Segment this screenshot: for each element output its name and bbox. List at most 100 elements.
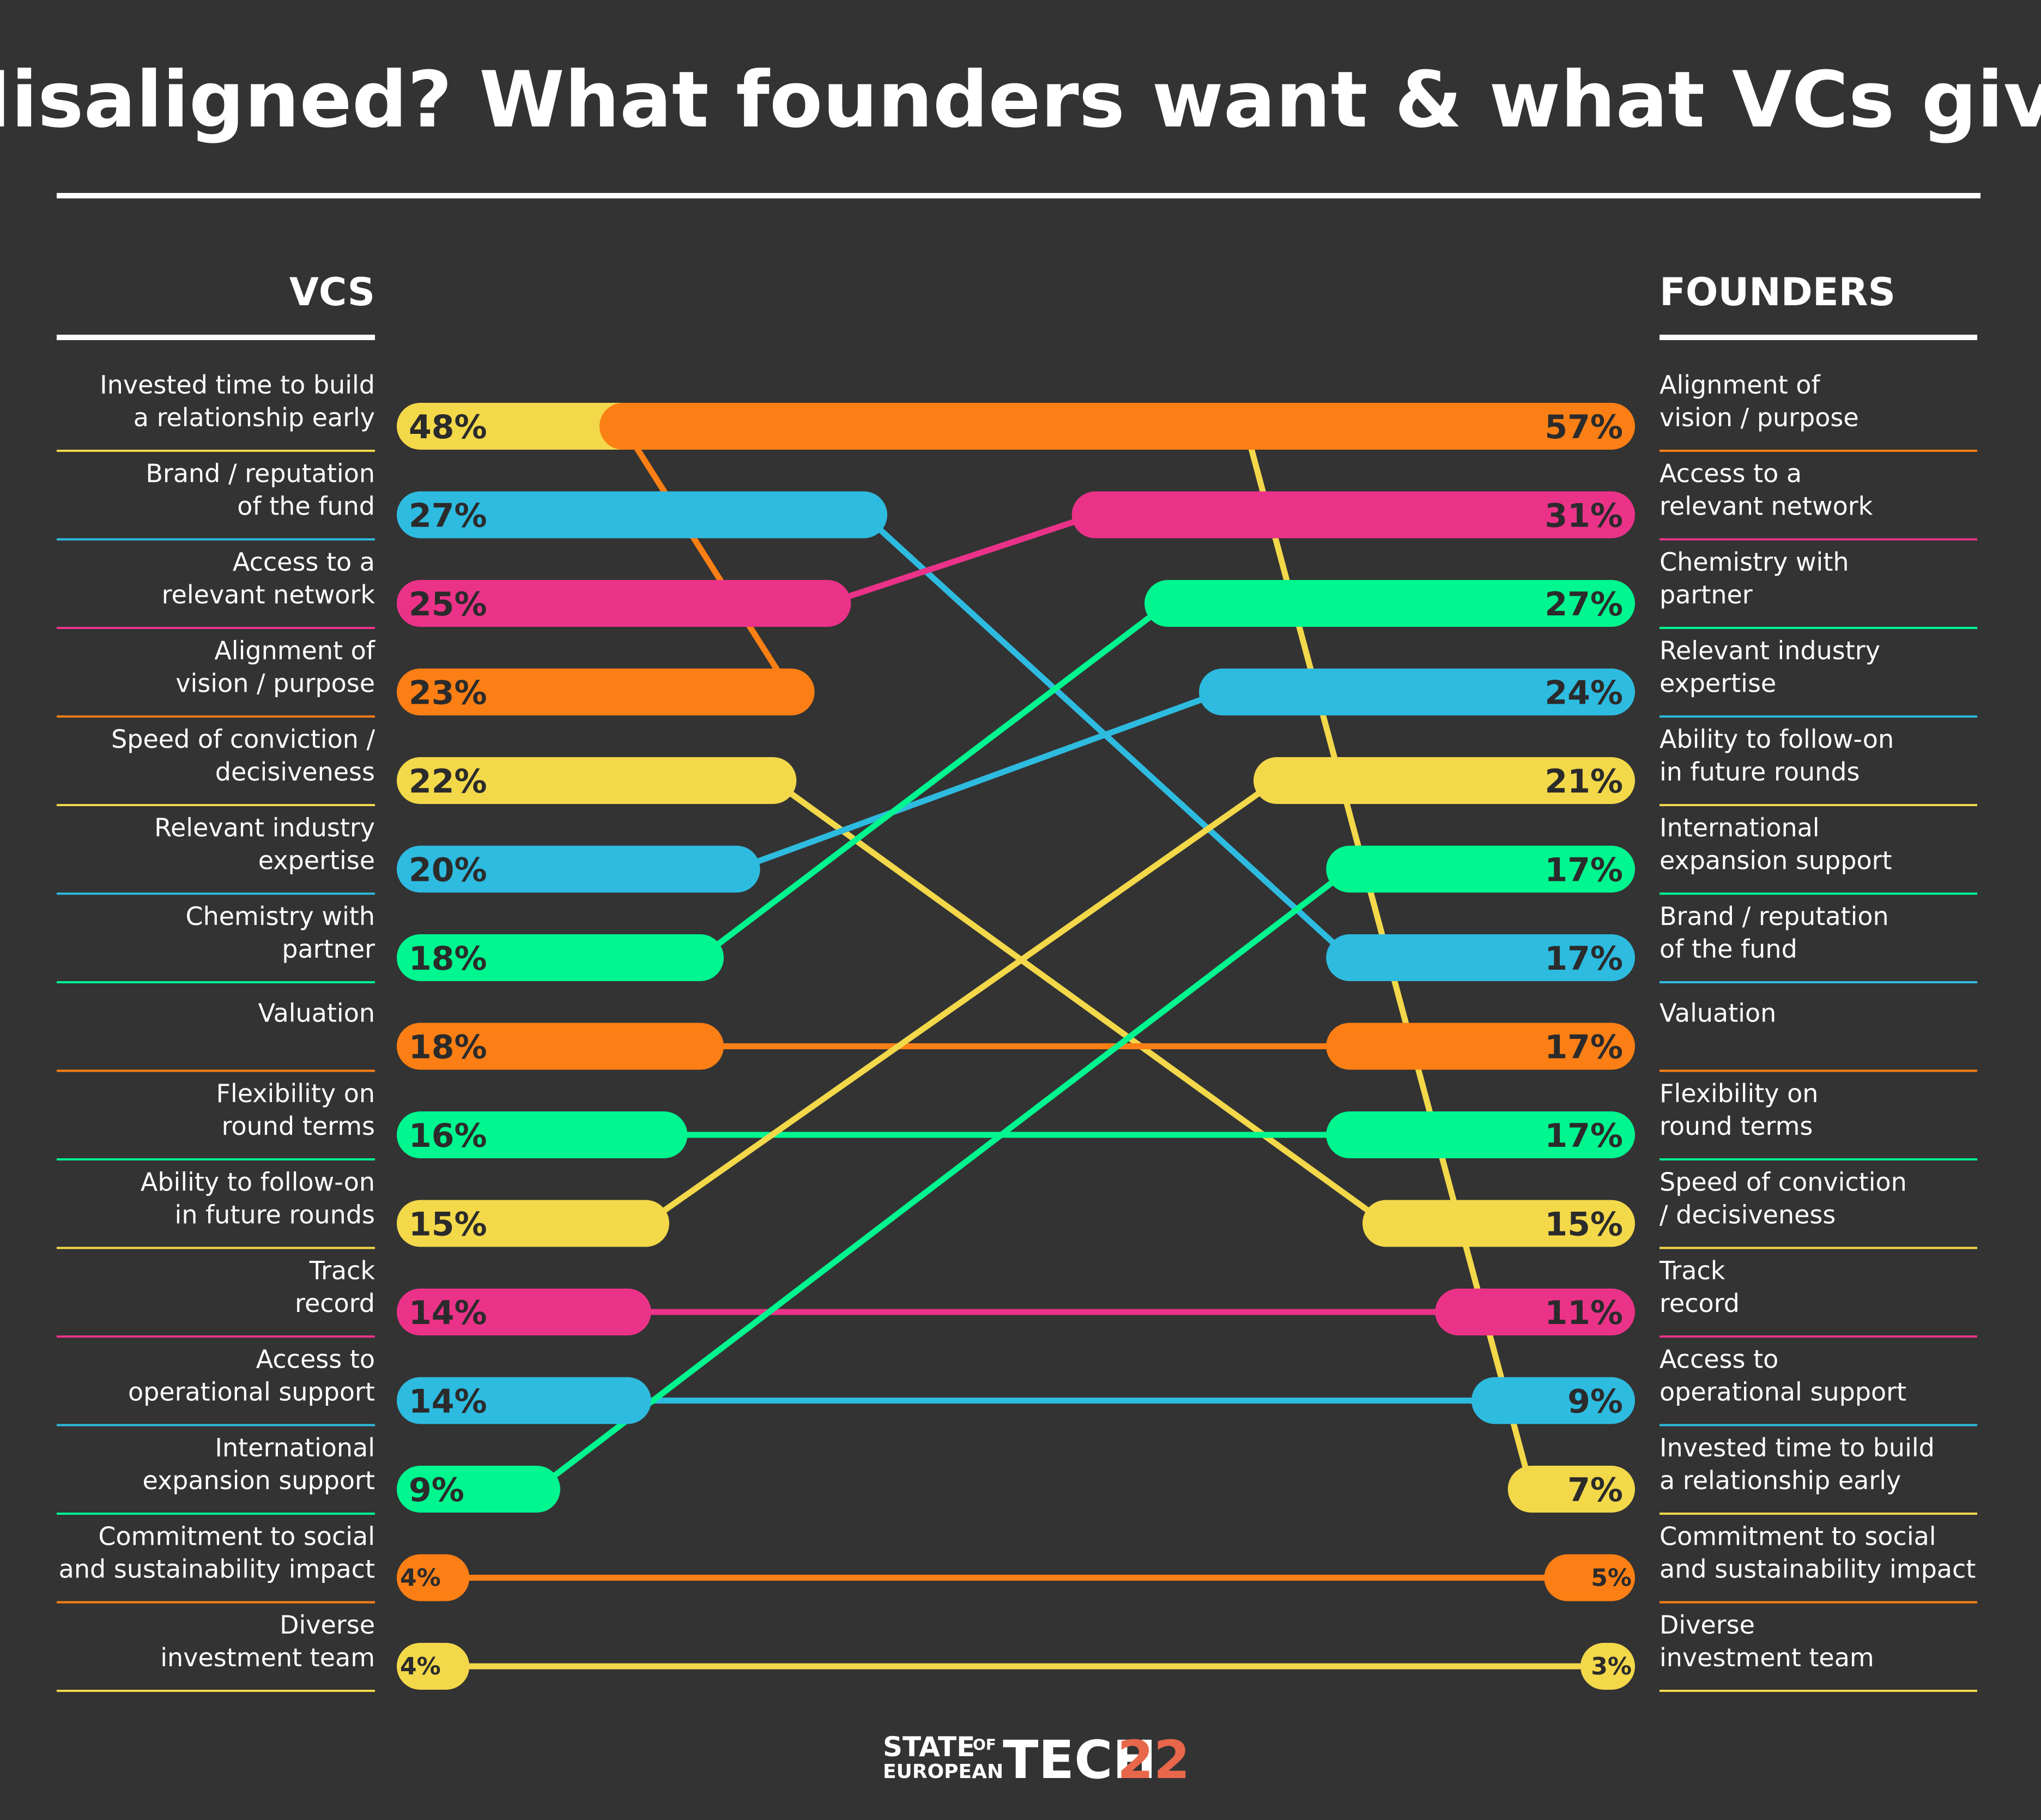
vc-label-flexibility: Flexibility on round terms <box>216 1079 375 1141</box>
label-line: Access to a <box>1660 459 1802 488</box>
founders-header: FOUNDERS <box>1660 270 1895 315</box>
label-divider <box>1660 1513 1977 1515</box>
label-line: expertise <box>1660 669 1776 698</box>
label-line: International <box>1660 813 1820 843</box>
label-divider <box>57 538 375 541</box>
founder-label-network: Access to a relevant network <box>1660 459 1873 521</box>
connector-speed <box>770 777 1389 1226</box>
label-divider <box>1660 1069 1977 1072</box>
label-line: operational support <box>128 1377 375 1407</box>
founder-label-chemistry: Chemistry with partner <box>1660 547 1849 609</box>
logo-state: STATE <box>883 1731 975 1763</box>
connector-expertise <box>734 689 1226 872</box>
vc-label-network: Access to a relevant network <box>162 547 376 609</box>
label-line: a relationship early <box>134 403 375 432</box>
connector-chemistry <box>697 600 1171 961</box>
vc-label-invested-time: Invested time to build a relationship ear… <box>100 370 375 432</box>
vc-bar-chemistry <box>397 934 724 981</box>
founder-value-label: 24% <box>1545 674 1623 712</box>
label-line: of the fund <box>1660 934 1797 964</box>
logo-european: EUROPEAN <box>883 1761 1003 1783</box>
label-line: International <box>215 1433 375 1462</box>
label-line: Ability to follow-on <box>1660 724 1894 754</box>
label-line: in future rounds <box>1660 757 1860 787</box>
vc-bar-social <box>397 1554 470 1601</box>
vc-value-label: 18% <box>409 1029 487 1067</box>
logo-year: 22 <box>1117 1730 1190 1791</box>
category-labels: Invested time to build a relationship ear… <box>57 370 1977 1692</box>
vc-bar-alignment <box>397 668 815 716</box>
vc-label-social: Commitment to social and sustainability i… <box>59 1522 375 1584</box>
label-line: Speed of conviction / <box>111 724 375 754</box>
founder-label-flexibility: Flexibility on round terms <box>1660 1079 1818 1141</box>
label-line: of the fund <box>237 492 375 521</box>
label-divider <box>57 892 375 895</box>
vcs-header-underline <box>57 335 375 340</box>
logo-tech: TECH <box>1003 1730 1156 1791</box>
founder-label-valuation: Valuation <box>1660 999 1776 1028</box>
vcs-header: VCS <box>289 270 375 315</box>
founder-label-international: International expansion support <box>1660 813 1892 875</box>
label-line: Brand / reputation <box>146 459 375 488</box>
label-divider <box>1660 1335 1977 1338</box>
label-divider <box>1660 1158 1977 1160</box>
connector-alignment <box>620 423 795 695</box>
founder-value-label: 31% <box>1545 497 1623 535</box>
title-underline <box>57 193 1981 198</box>
founder-value-label: 17% <box>1545 940 1623 978</box>
label-line: round terms <box>222 1111 375 1141</box>
label-line: Access to <box>1660 1345 1778 1374</box>
founder-value-label: 17% <box>1545 1117 1623 1155</box>
label-line: a relationship early <box>1660 1466 1901 1495</box>
founder-value-label: 17% <box>1545 1029 1623 1067</box>
label-line: Speed of conviction <box>1660 1168 1907 1197</box>
vc-value-label: 25% <box>409 585 487 624</box>
label-line: Ability to follow-on <box>141 1168 375 1197</box>
label-line: record <box>1660 1289 1740 1318</box>
founder-label-diverse: Diverse investment team <box>1660 1610 1874 1672</box>
label-divider <box>1660 627 1977 629</box>
vc-label-speed: Speed of conviction / decisiveness <box>111 724 375 787</box>
founder-value-label: 57% <box>1545 408 1623 446</box>
vc-label-brand: Brand / reputation of the fund <box>146 459 375 521</box>
label-divider <box>57 1069 375 1072</box>
vc-bar-diverse <box>397 1643 470 1690</box>
vc-label-track-record: Track record <box>295 1256 375 1318</box>
founder-label-alignment: Alignment of vision / purpose <box>1660 370 1859 432</box>
vc-label-follow-on: Ability to follow-on in future rounds <box>141 1168 375 1230</box>
vc-value-label: 4% <box>400 1653 441 1680</box>
vc-label-expertise: Relevant industry expertise <box>154 813 375 875</box>
founder-bar-speed <box>1362 1200 1635 1247</box>
label-line: in future rounds <box>175 1200 375 1230</box>
label-line: partner <box>282 934 375 964</box>
founder-label-expertise: Relevant industry expertise <box>1660 636 1880 698</box>
label-divider <box>57 1335 375 1338</box>
vc-bar-brand <box>397 491 887 539</box>
founder-value-label: 7% <box>1567 1471 1623 1509</box>
founder-label-social: Commitment to social and sustainability i… <box>1660 1522 1976 1584</box>
founder-value-label: 11% <box>1545 1294 1623 1332</box>
founder-value-label: 5% <box>1591 1564 1632 1592</box>
founder-bar-network <box>1071 491 1635 539</box>
founder-label-invested-time: Invested time to build a relationship ear… <box>1660 1433 1935 1495</box>
label-divider <box>57 1424 375 1426</box>
label-line: partner <box>1660 580 1753 609</box>
label-line: Valuation <box>1660 999 1776 1028</box>
label-line: Access to a <box>233 547 375 577</box>
founder-bar-social <box>1544 1554 1635 1601</box>
label-line: Diverse <box>1660 1610 1755 1640</box>
vc-bar-flexibility <box>397 1111 688 1158</box>
founder-bar-diverse <box>1580 1643 1635 1690</box>
label-line: Flexibility on <box>1660 1079 1818 1108</box>
founder-value-label: 21% <box>1545 763 1623 801</box>
vc-value-label: 48% <box>409 408 487 446</box>
label-line: Commitment to social <box>1660 1522 1936 1551</box>
vc-label-operational: Access to operational support <box>128 1345 375 1407</box>
founder-bar-brand <box>1326 934 1635 981</box>
founder-bar-alignment <box>599 403 1635 450</box>
label-line: operational support <box>1660 1377 1906 1407</box>
founders-header-underline <box>1660 335 1977 340</box>
vc-value-label: 15% <box>409 1206 487 1244</box>
label-line: Relevant industry <box>154 813 375 843</box>
vc-value-label: 18% <box>409 940 487 978</box>
